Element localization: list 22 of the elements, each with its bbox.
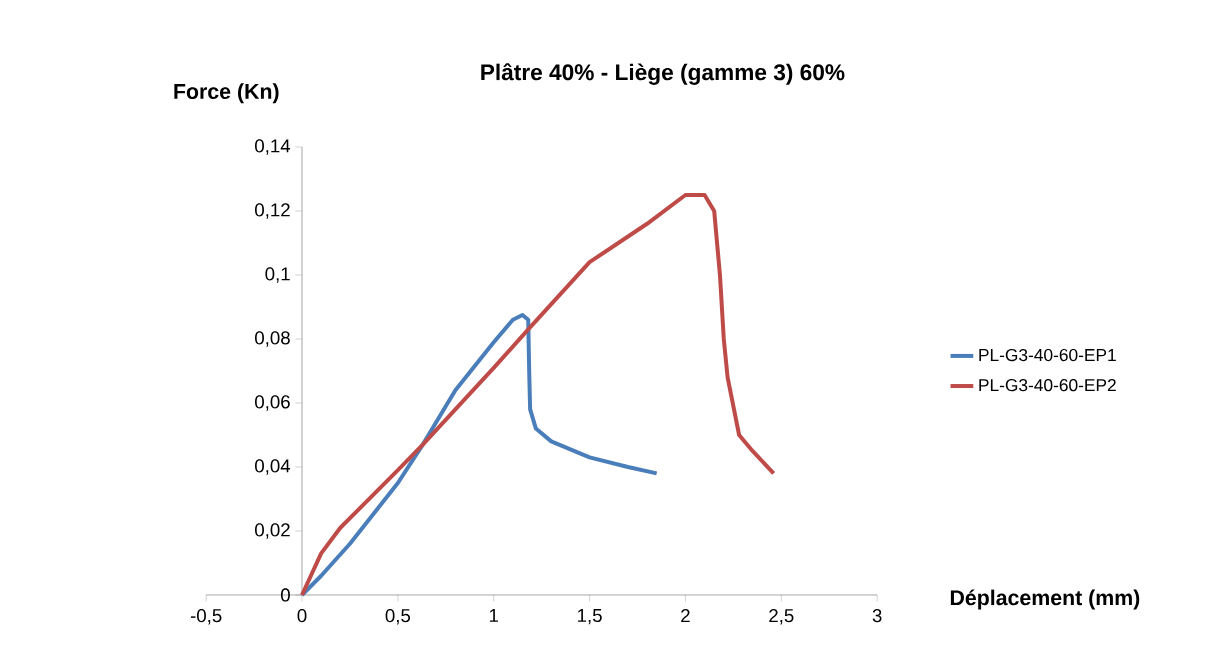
x-axis-title: Déplacement (mm)	[950, 589, 1140, 610]
y-tick-label: 0,06	[255, 395, 290, 411]
legend-label: PL-G3-40-60-EP1	[979, 348, 1116, 362]
y-tick-label: 0,12	[255, 203, 290, 219]
x-tick-label: 0	[297, 609, 307, 623]
legend-label: PL-G3-40-60-EP2	[979, 378, 1116, 392]
y-tick-label: 0,14	[255, 139, 291, 155]
line-series	[300, 192, 776, 597]
x-tick-label: 1,5	[578, 609, 602, 625]
x-tick-label: 0,5	[385, 609, 411, 625]
x-tick-label: 2,5	[769, 609, 794, 625]
y-tick-label: 0,02	[255, 523, 290, 539]
y-tick-label: 0	[280, 588, 290, 602]
y-tick-label: 0,04	[255, 459, 291, 475]
y-tick-label: 0,08	[255, 331, 290, 347]
y-tick-label: 0,1	[265, 267, 290, 283]
chart-title: Plâtre 40% - Liège (gamme 3) 60%	[481, 63, 845, 85]
x-tick-label: 3	[872, 609, 882, 623]
y-axis-title: Force (Kn)	[174, 83, 279, 104]
x-tick-label: -0,5	[190, 609, 222, 625]
x-tick-label: 1	[489, 609, 498, 622]
x-tick-label: 2	[681, 609, 690, 623]
